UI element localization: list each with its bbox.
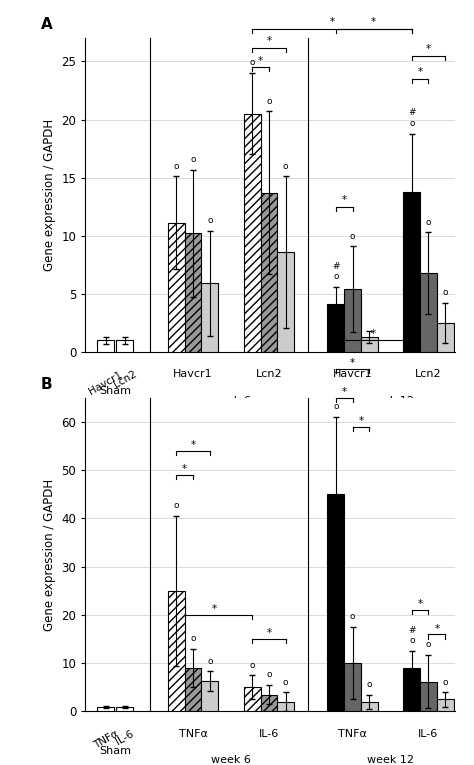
Text: *: * [426, 44, 431, 54]
Text: o: o [250, 661, 255, 669]
Text: o: o [266, 97, 272, 106]
Text: *: * [434, 623, 439, 633]
Text: o: o [426, 640, 431, 649]
Text: o: o [173, 162, 179, 171]
Bar [420, 682, 437, 711]
Text: o: o [173, 501, 179, 510]
Bar [117, 707, 133, 711]
Bar [437, 323, 454, 352]
Bar [185, 668, 201, 711]
Text: *: * [191, 440, 196, 450]
Bar [277, 702, 294, 711]
Text: *: * [342, 195, 347, 205]
Text: o: o [207, 657, 212, 666]
Bar [168, 591, 185, 711]
Bar [117, 340, 133, 352]
Text: TNFα: TNFα [179, 729, 208, 739]
Bar [328, 304, 344, 352]
Bar [403, 191, 420, 352]
Text: *: * [329, 18, 335, 28]
Text: Lcn2: Lcn2 [256, 369, 283, 379]
Text: #
o: # o [332, 262, 339, 282]
Text: *: * [182, 464, 187, 474]
Text: #
o: # o [408, 109, 416, 128]
Text: o: o [366, 680, 372, 689]
Text: *: * [418, 67, 423, 77]
Text: o: o [350, 612, 356, 621]
Text: TNFα: TNFα [338, 729, 367, 739]
Bar [361, 702, 378, 711]
Text: *: * [342, 387, 347, 397]
Text: Sham: Sham [100, 746, 131, 756]
Text: IL-6: IL-6 [114, 729, 136, 747]
Text: *: * [266, 628, 272, 638]
Y-axis label: Gene expression / GAPDH: Gene expression / GAPDH [43, 119, 56, 271]
Text: week 6: week 6 [211, 755, 251, 765]
Text: o: o [266, 670, 272, 679]
Bar [244, 114, 261, 352]
Bar [344, 289, 361, 352]
Text: o: o [442, 288, 448, 298]
Text: Sham: Sham [100, 386, 131, 396]
Text: *: * [258, 56, 263, 66]
Text: o: o [442, 678, 448, 686]
Text: o: o [191, 634, 196, 643]
Text: week 12: week 12 [367, 755, 414, 765]
Text: week 12: week 12 [367, 396, 414, 405]
Bar [403, 668, 420, 711]
Bar [168, 223, 185, 352]
Bar [261, 695, 277, 711]
Text: o: o [350, 232, 356, 240]
Text: week 6: week 6 [211, 396, 251, 405]
Text: Havcr1: Havcr1 [173, 369, 213, 379]
Text: *: * [266, 36, 272, 46]
Bar [420, 273, 437, 352]
Text: *: * [212, 604, 217, 614]
Text: o: o [426, 217, 431, 226]
Bar [201, 283, 218, 352]
Text: o: o [333, 402, 338, 412]
Text: *: * [350, 358, 355, 368]
Bar [201, 681, 218, 711]
Bar [344, 663, 361, 711]
Text: o: o [283, 162, 289, 171]
Text: Lcn2: Lcn2 [111, 369, 138, 390]
Bar [98, 707, 114, 711]
Bar [261, 193, 277, 352]
Bar [437, 699, 454, 711]
Bar [185, 233, 201, 352]
Text: Lcn2: Lcn2 [415, 369, 442, 379]
Legend: 30, 21, 18 min: 30, 21, 18 min [330, 431, 451, 444]
Text: o: o [207, 216, 212, 226]
Text: Havcr1: Havcr1 [333, 369, 373, 379]
Bar [277, 252, 294, 352]
Text: A: A [41, 17, 53, 32]
Bar [328, 494, 344, 711]
Bar [244, 687, 261, 711]
Text: o: o [250, 58, 255, 67]
Text: *: * [371, 18, 376, 28]
Text: IL-6: IL-6 [259, 729, 279, 739]
Text: TNFα: TNFα [92, 729, 120, 750]
Text: o: o [283, 678, 289, 686]
Text: *: * [418, 600, 423, 610]
Bar [98, 340, 114, 352]
Text: IL-6: IL-6 [419, 729, 438, 739]
Text: #
o: # o [408, 626, 416, 646]
Text: *: * [358, 416, 364, 426]
Text: *: * [371, 329, 376, 339]
Bar [361, 337, 378, 352]
Text: Havcr1: Havcr1 [87, 369, 124, 396]
Y-axis label: Gene expression / GAPDH: Gene expression / GAPDH [43, 479, 56, 630]
Text: B: B [41, 376, 53, 392]
Text: o: o [191, 155, 196, 164]
